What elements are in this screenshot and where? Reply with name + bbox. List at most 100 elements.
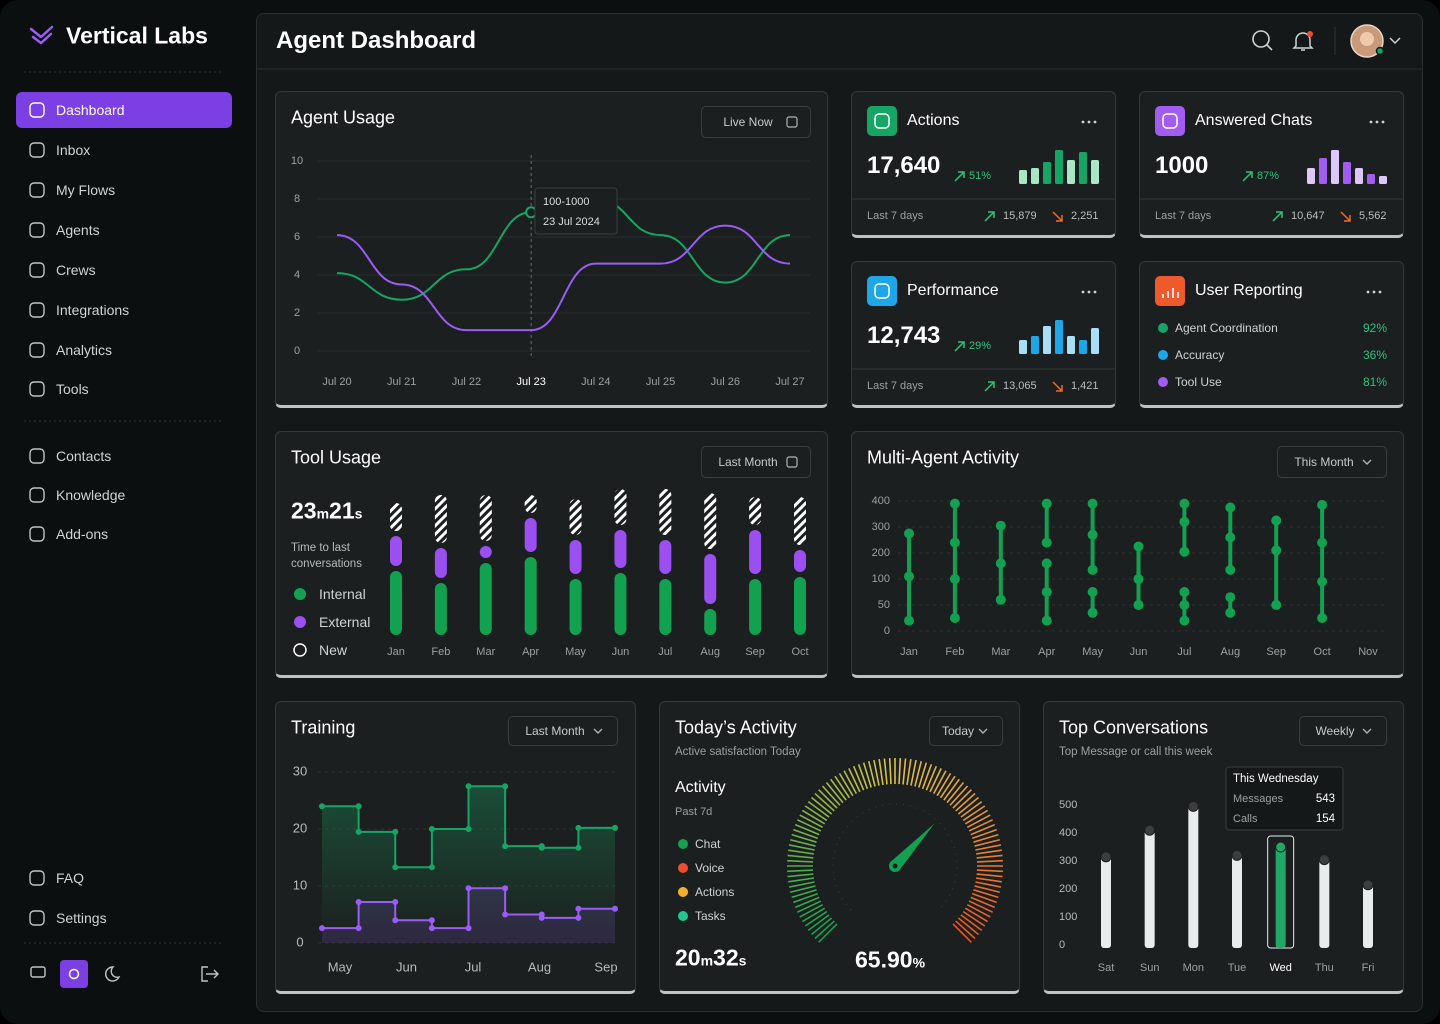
stat-up: 15,879 xyxy=(1003,210,1037,222)
stat-up: 13,065 xyxy=(1003,380,1037,392)
card-icon xyxy=(1155,106,1185,136)
nav-item[interactable]: Contacts xyxy=(56,448,112,464)
dropdown-button[interactable]: Last Month xyxy=(701,446,811,478)
legend-label: Internal xyxy=(319,586,366,602)
nav-icon xyxy=(29,487,45,503)
duration: 23m21s xyxy=(291,498,362,525)
report-value: 92% xyxy=(1362,321,1387,335)
stat-change: 51% xyxy=(969,170,992,182)
text-part: m xyxy=(316,505,330,522)
nav-icon xyxy=(29,342,45,358)
nav-icon xyxy=(29,142,45,158)
nav-icon xyxy=(29,910,45,926)
nav-item[interactable]: My Flows xyxy=(56,182,116,198)
card-title: Multi-Agent Activity xyxy=(867,447,1020,468)
legend-label: Tasks xyxy=(695,909,726,923)
report-value: 36% xyxy=(1362,348,1387,362)
section-title: Activity xyxy=(675,779,726,796)
stat-period: Last 7 days xyxy=(1155,210,1212,222)
text-part: 21 xyxy=(329,497,355,524)
card-title: Training xyxy=(291,717,356,738)
stat-value: 12,743 xyxy=(867,322,941,349)
nav-item[interactable]: Integrations xyxy=(56,302,130,318)
nav-item[interactable]: Add-ons xyxy=(56,526,109,542)
nav-item[interactable]: Analytics xyxy=(56,342,113,358)
nav-item[interactable]: FAQ xyxy=(56,870,85,886)
stat-down: 2,251 xyxy=(1071,210,1099,222)
legend-label: Voice xyxy=(695,861,725,875)
nav-item[interactable]: Agents xyxy=(56,222,100,238)
stat-change: 29% xyxy=(969,340,992,352)
moon-icon xyxy=(105,966,121,982)
card-title: Top Conversations xyxy=(1059,717,1209,738)
dropdown-button[interactable]: This Month xyxy=(1277,446,1387,478)
report-label: Accuracy xyxy=(1175,348,1225,362)
card-title: Performance xyxy=(907,282,999,299)
text-part: 32 xyxy=(713,944,739,971)
card-title: Agent Usage xyxy=(291,107,396,128)
nav-icon xyxy=(29,222,45,238)
theme-light-button[interactable] xyxy=(60,960,88,988)
text-part: m xyxy=(700,952,714,969)
nav-item[interactable]: Knowledge xyxy=(56,487,126,503)
card-title: Answered Chats xyxy=(1195,112,1313,129)
card-icon xyxy=(867,276,897,306)
brand: Vertical Labs xyxy=(66,22,208,49)
card-title: User Reporting xyxy=(1195,282,1303,299)
text-part: s xyxy=(354,505,363,522)
dropdown-button[interactable]: Weekly xyxy=(1299,716,1387,746)
active-pill xyxy=(16,92,232,128)
legend-label: External xyxy=(319,614,371,630)
page-title: Agent Dashboard xyxy=(276,27,477,54)
stat-period: Last 7 days xyxy=(867,210,924,222)
logout-icon xyxy=(201,966,219,982)
text-part: s xyxy=(738,952,747,969)
card xyxy=(275,91,828,408)
nav-icon xyxy=(29,448,45,464)
text-part: 23 xyxy=(291,497,317,524)
stat-up: 10,647 xyxy=(1291,210,1325,222)
stat-period: Last 7 days xyxy=(867,380,924,392)
card-title: Actions xyxy=(907,112,960,129)
section-subtitle: Past 7d xyxy=(675,806,713,818)
caption: Time to last conversations xyxy=(291,542,362,570)
dropdown-button[interactable]: Last Month xyxy=(508,716,618,746)
report-value: 81% xyxy=(1362,375,1387,389)
stat-change: 87% xyxy=(1257,170,1280,182)
logo xyxy=(29,25,54,45)
card-title: Tool Usage xyxy=(291,447,382,468)
nav-item[interactable]: Crews xyxy=(56,262,96,278)
nav-icon xyxy=(29,262,45,278)
dropdown-button[interactable]: Live Now xyxy=(701,106,811,138)
nav-item[interactable]: Tools xyxy=(56,381,89,397)
nav-item[interactable]: Settings xyxy=(56,910,107,926)
nav-icon xyxy=(29,526,45,542)
card-title: Today’s Activity xyxy=(675,717,797,738)
card-subtitle: Active satisfaction Today xyxy=(675,746,801,758)
card-subtitle: Top Message or call this week xyxy=(1059,746,1213,758)
report-label: Tool Use xyxy=(1175,375,1222,389)
dropdown-button[interactable]: Today xyxy=(929,716,1003,746)
report-label: Agent Coordination xyxy=(1175,321,1278,335)
legend-label: New xyxy=(319,642,348,658)
nav-item[interactable]: Dashboard xyxy=(56,102,125,118)
nav-icon xyxy=(29,381,45,397)
stat-value: 1000 xyxy=(1155,152,1209,179)
text-part: 20 xyxy=(675,944,701,971)
text-part: 65.90 xyxy=(855,946,913,973)
nav-icon xyxy=(29,302,45,318)
stat-value: 17,640 xyxy=(867,152,941,179)
text-part: % xyxy=(912,954,926,971)
nav-icon xyxy=(29,182,45,198)
monitor-icon xyxy=(30,966,46,978)
nav-icon xyxy=(29,870,45,886)
legend-label: Chat xyxy=(695,837,721,851)
legend-label: Actions xyxy=(695,885,735,899)
stat-down: 5,562 xyxy=(1359,210,1387,222)
card-icon xyxy=(1155,276,1185,306)
nav-item[interactable]: Inbox xyxy=(56,142,91,158)
gauge-value: 65.90% xyxy=(855,947,925,974)
card-icon xyxy=(867,106,897,136)
stat-down: 1,421 xyxy=(1071,380,1099,392)
